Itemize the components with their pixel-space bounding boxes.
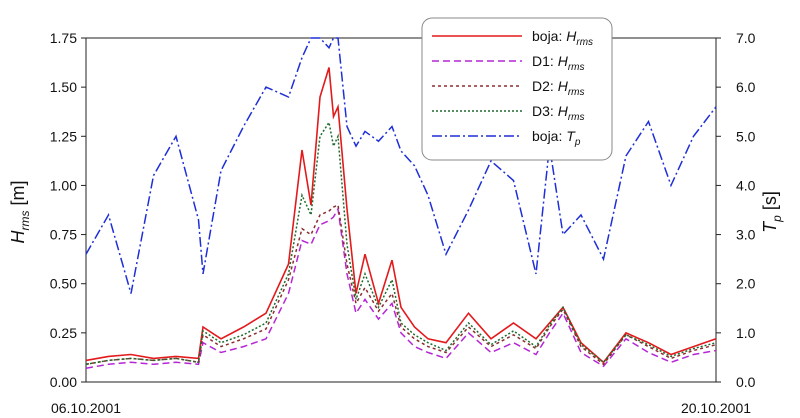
- legend-box: [421, 17, 613, 161]
- left-tick-label: 1.75: [50, 30, 77, 46]
- legend-label: D2: Hrms: [532, 78, 584, 98]
- left-tick-label: 0.25: [50, 325, 77, 341]
- series-line-3: [85, 204, 717, 366]
- left-tick-label: 0.50: [50, 276, 77, 292]
- right-tick-label: 4.0: [736, 177, 756, 193]
- legend-label: boja: Hrms: [532, 28, 593, 48]
- legend-label: boja: Tp: [532, 128, 581, 148]
- left-axis-title: Hrms [m]: [8, 181, 32, 244]
- plot-area: [85, 37, 717, 383]
- left-axis: 0.00 0.25 0.50 0.75 1.00 1.25 1.50 1.75: [50, 30, 86, 390]
- right-tick-label: 6.0: [736, 79, 756, 95]
- series-line-5: [85, 37, 717, 294]
- right-tick-label: 5.0: [736, 128, 756, 144]
- left-tick-label: 0.75: [50, 227, 77, 243]
- right-tick-label: 1.0: [736, 325, 756, 341]
- x-tick-label-end: 20.10.2001: [681, 400, 751, 416]
- series-line-1: [85, 67, 717, 364]
- right-tick-label: 7.0: [736, 30, 756, 46]
- legend-label: D1: Hrms: [532, 53, 584, 73]
- right-tick-label: 0.0: [736, 374, 756, 390]
- right-tick-label: 3.0: [736, 227, 756, 243]
- series-line-4: [85, 120, 717, 366]
- x-tick-label-start: 06.10.2001: [51, 400, 121, 416]
- legend-label: D3: Hrms: [532, 103, 584, 123]
- left-tick-label: 0.00: [50, 374, 77, 390]
- legend: boja: Hrms D1: Hrms D2: Hrms D3: Hrms boja: …: [421, 17, 613, 161]
- right-axis: 0.0 1.0 2.0 3.0 4.0 5.0 6.0 7.0: [716, 30, 756, 390]
- left-tick-label: 1.25: [50, 128, 77, 144]
- left-tick-label: 1.00: [50, 177, 77, 193]
- left-tick-label: 1.50: [50, 79, 77, 95]
- series-line-2: [85, 206, 717, 369]
- series-layer: [85, 37, 717, 369]
- right-tick-label: 2.0: [736, 276, 756, 292]
- right-axis-title: Tp [s]: [760, 191, 784, 233]
